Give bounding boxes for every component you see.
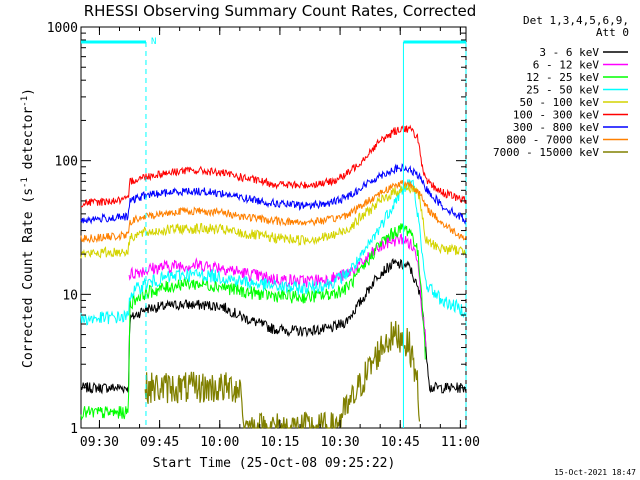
legend-label-7: 800 - 7000 keV	[506, 134, 599, 147]
legend-label-4: 50 - 100 keV	[520, 96, 600, 109]
series-line-0	[80, 257, 467, 395]
y-tick-label-1: 10	[62, 288, 78, 303]
series-line-6	[80, 163, 467, 225]
x-tick-label-4: 10:30	[321, 435, 360, 450]
y-tick-label-3: 1000	[47, 21, 78, 36]
x-tick-label-5: 10:45	[381, 435, 420, 450]
series-line-2	[80, 223, 426, 421]
legend-label-3: 25 - 50 keV	[526, 84, 599, 97]
legend-label-2: 12 - 25 keV	[526, 71, 599, 84]
x-tick-label-2: 10:00	[200, 435, 239, 450]
axis-layer: 09:30 09:45 10:00 10:15 10:30 10:45 11:00 1 10 10…	[47, 21, 480, 450]
attenuator-label: N	[151, 37, 156, 47]
x-tick-label-6: 11:00	[441, 435, 480, 450]
footer-timestamp: 15-Oct-2021 18:47	[554, 468, 636, 477]
y-tick-label-2: 100	[55, 155, 78, 170]
legend-header-attenuator: Att 0	[596, 26, 629, 39]
x-tick-label-0: 09:30	[80, 435, 119, 450]
legend-label-6: 300 - 800 keV	[513, 121, 599, 134]
series-line-4	[80, 183, 467, 259]
chart-title: RHESSI Observing Summary Count Rates, Co…	[84, 2, 477, 20]
y-axis-label: Corrected Count Rate (s-1 detector-1)	[20, 88, 36, 368]
legend-label-0: 3 - 6 keV	[539, 46, 599, 59]
series-line-8	[144, 320, 421, 429]
legend-label-1: 6 - 12 keV	[533, 59, 600, 72]
legend-header-detectors: Det 1,3,4,5,6,9,	[523, 14, 629, 27]
x-tick-label-3: 10:15	[260, 435, 299, 450]
series-line-7	[80, 179, 467, 244]
data-layer	[80, 124, 467, 429]
x-tick-label-1: 09:45	[140, 435, 179, 450]
series-line-5	[81, 124, 467, 208]
legend-label-5: 100 - 300 keV	[513, 109, 599, 122]
y-tick-label-0: 1	[70, 422, 78, 437]
plot-frame	[80, 26, 467, 429]
legend-label-8: 7000 - 15000 keV	[493, 146, 599, 159]
x-axis-label: Start Time (25-Oct-08 09:25:22)	[153, 456, 396, 471]
marker-layer: N	[81, 37, 467, 428]
